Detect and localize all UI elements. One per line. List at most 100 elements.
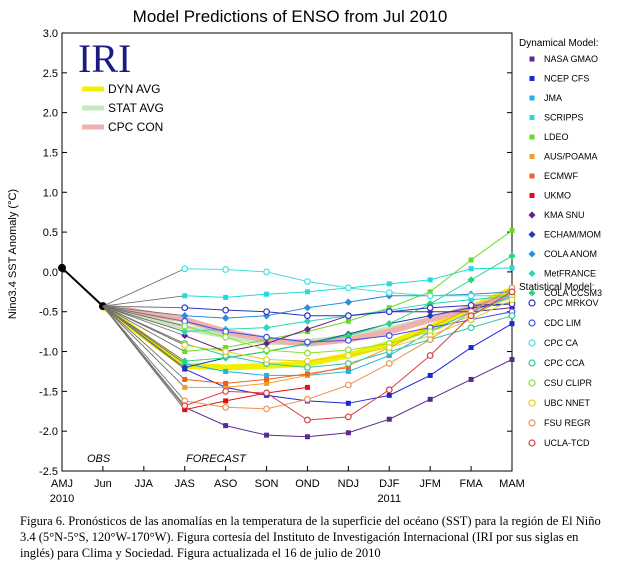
model-point <box>345 400 351 406</box>
model-connector <box>102 305 186 406</box>
y-tick-label: 1.0 <box>43 187 58 199</box>
model-point <box>263 405 270 413</box>
model-connector <box>102 305 186 388</box>
model-point <box>467 292 475 300</box>
model-point <box>385 360 393 367</box>
legend-statistical-title: Statistical Model: <box>519 282 595 293</box>
model-point <box>304 338 311 346</box>
legend-label: ECMWF <box>544 171 578 181</box>
legend-label: UCLA-TCD <box>544 438 590 448</box>
legend-marker <box>528 399 536 407</box>
model-connector <box>102 305 185 337</box>
x-tick-label: NDJ <box>338 478 359 490</box>
model-point <box>263 356 270 363</box>
model-point <box>222 403 230 411</box>
iri-logo: IRI <box>78 36 131 81</box>
legend-label: CPC MRKOV <box>544 298 599 308</box>
y-axis-label: Nino3.4 SST Anomaly (°C) <box>7 189 19 319</box>
model-point <box>385 332 393 340</box>
legend-marker <box>528 439 536 447</box>
model-point <box>426 292 434 300</box>
model-point <box>223 384 229 390</box>
model-point <box>386 281 392 287</box>
model-point <box>468 345 474 351</box>
model-point <box>467 276 475 284</box>
legend-label: LDEO <box>544 132 569 142</box>
model-point <box>263 340 270 347</box>
model-legend: NASA GMAO NCEP CFS JMA SCRIPPS LDEO AUS/POAMA… <box>528 54 602 448</box>
legend-label: CSU CLIPR <box>544 378 593 388</box>
model-point <box>509 357 515 363</box>
model-point <box>344 336 352 344</box>
model-point <box>509 321 515 327</box>
model-point <box>344 298 353 306</box>
model-point <box>222 333 230 341</box>
model-point <box>303 317 312 325</box>
model-connector <box>102 305 185 352</box>
legend-marker <box>529 95 535 101</box>
model-point <box>181 332 189 340</box>
model-point <box>304 312 311 320</box>
model-point <box>345 364 351 370</box>
model-point <box>182 407 188 413</box>
y-tick-label: -2.5 <box>39 466 58 478</box>
model-connector <box>102 295 185 307</box>
model-point <box>344 352 352 359</box>
model-point <box>304 371 310 377</box>
model-point <box>304 289 310 295</box>
model-point <box>182 384 188 390</box>
model-point <box>264 380 270 386</box>
model-point <box>221 314 230 322</box>
legend-label: KMA SNU <box>544 210 585 220</box>
legend-label: COLA CCSM3 <box>544 288 602 298</box>
model-point <box>508 296 516 304</box>
model-point <box>181 304 189 312</box>
model-point <box>385 319 393 328</box>
model-point <box>264 291 270 297</box>
legend-label: AUS/POAMA <box>544 152 598 162</box>
model-point <box>467 324 475 332</box>
legend-label: SCRIPPS <box>544 113 584 123</box>
model-point <box>344 312 352 320</box>
model-point <box>426 304 434 312</box>
model-point <box>222 328 230 336</box>
model-point <box>427 277 433 283</box>
model-point <box>427 372 433 378</box>
legend-dynamical-title: Dynamical Model: <box>519 38 598 49</box>
x-tick-label: DJF <box>379 478 399 490</box>
legend-label: CPC CA <box>544 338 578 348</box>
legend-marker <box>529 154 535 159</box>
legend-marker <box>528 211 536 219</box>
average-legend-label: DYN AVG <box>108 82 160 96</box>
model-connector <box>102 305 185 317</box>
observed-point <box>58 263 66 272</box>
legend-marker <box>528 250 536 258</box>
model-point <box>345 430 351 436</box>
model-point <box>344 381 352 389</box>
model-point <box>263 389 270 397</box>
model-connector <box>102 305 185 309</box>
model-point <box>386 416 392 422</box>
model-point <box>263 308 270 316</box>
legend-label: MetFRANCE <box>544 269 596 279</box>
model-point <box>468 376 474 382</box>
model-point <box>181 364 189 371</box>
y-tick-label: 0.0 <box>43 267 58 279</box>
y-tick-label: 3.0 <box>43 28 58 40</box>
x-year-label: 2010 <box>50 493 74 505</box>
model-point <box>427 289 433 295</box>
model-point <box>222 387 230 395</box>
model-point <box>345 368 351 374</box>
x-tick-label: JAS <box>175 478 195 490</box>
x-tick-label: MAM <box>499 478 525 490</box>
model-point <box>263 346 270 354</box>
model-point <box>386 392 392 398</box>
model-point <box>182 349 188 355</box>
average-legend: DYN AVG STAT AVG CPC CON <box>82 82 164 134</box>
figure-caption: Figura 6. Pronósticos de las anomalías e… <box>20 514 601 560</box>
legend-label: COLA ANOM <box>544 249 597 259</box>
model-connector <box>102 305 186 380</box>
model-point <box>304 325 311 333</box>
x-tick-label: JJA <box>135 478 154 490</box>
legend-label: NASA GMAO <box>544 54 598 64</box>
